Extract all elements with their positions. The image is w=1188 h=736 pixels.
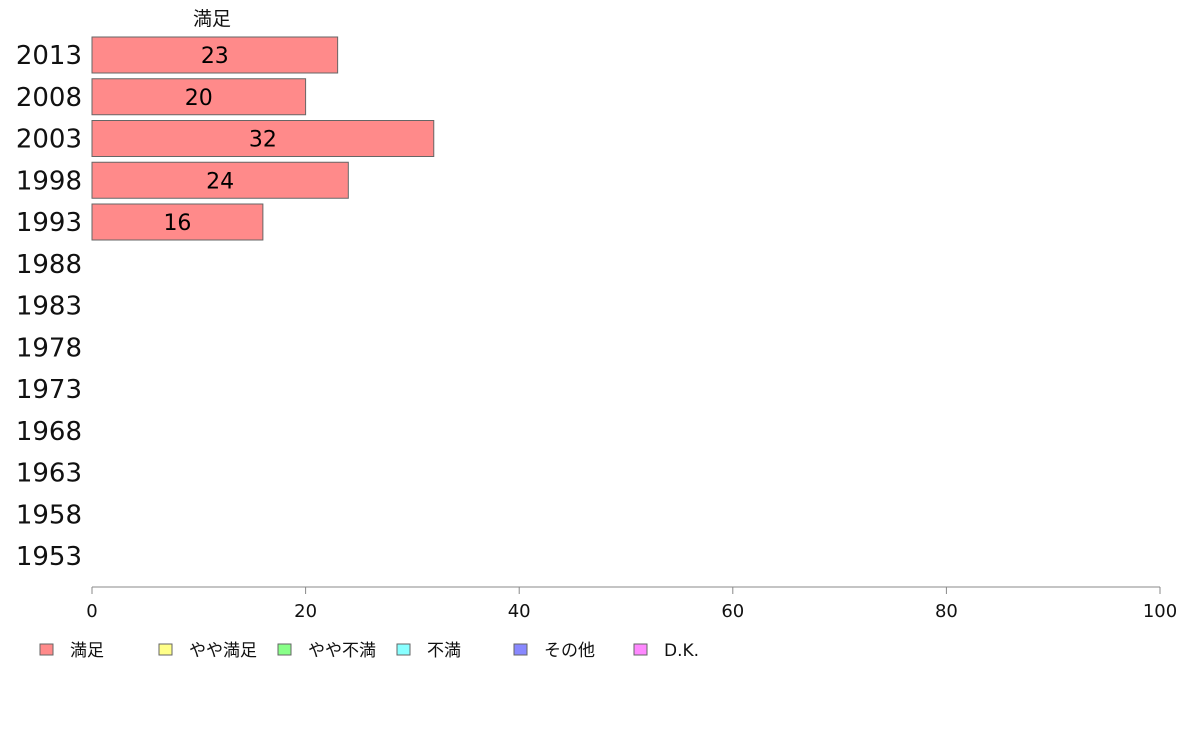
x-tick-label-100: 100 xyxy=(1143,601,1177,622)
year-label-1978: 1978 xyxy=(16,333,82,363)
x-tick-label-80: 80 xyxy=(935,601,958,622)
legend-label-1: やや満足 xyxy=(189,641,257,661)
year-label-2013: 2013 xyxy=(16,41,82,71)
legend-label-5: D.K. xyxy=(664,641,699,661)
series-title: 満足 xyxy=(193,8,231,30)
legend-label-2: やや不満 xyxy=(308,641,376,661)
bar-label-2013: 23 xyxy=(201,44,229,69)
bar-label-2008: 20 xyxy=(185,86,213,111)
legend-swatch-0 xyxy=(39,643,54,656)
x-tick-label-0: 0 xyxy=(86,601,97,622)
year-label-1993: 1993 xyxy=(16,208,82,238)
bar-2008-series-0 xyxy=(91,78,307,116)
x-axis: 0 20 40 60 80 100 xyxy=(86,586,1177,622)
legend-label-4: その他 xyxy=(544,641,595,661)
year-label-1963: 1963 xyxy=(16,459,82,489)
year-label-1953: 1953 xyxy=(16,542,82,572)
legend-swatch-2 xyxy=(277,643,292,656)
legend-swatch-1 xyxy=(158,643,173,656)
legend-label-0: 満足 xyxy=(70,641,104,661)
legend-swatch-3 xyxy=(396,643,411,656)
bars-group: 23 20 32 24 16 xyxy=(91,36,435,241)
bar-label-1998: 24 xyxy=(206,169,234,194)
year-label-1988: 1988 xyxy=(16,250,82,280)
x-tick-label-20: 20 xyxy=(294,601,317,622)
legend: 満足 やや満足 やや不満 不満 その他 D.K. xyxy=(39,641,699,661)
bar-1993-series-0 xyxy=(91,203,264,241)
year-label-2008: 2008 xyxy=(16,83,82,113)
x-tick-label-60: 60 xyxy=(721,601,744,622)
x-tick-label-40: 40 xyxy=(508,601,531,622)
year-label-1998: 1998 xyxy=(16,166,82,196)
year-labels-group: 2013 2008 2003 1998 1993 1988 1983 1978 1973 1968… xyxy=(16,41,82,572)
bar-1998-series-0 xyxy=(91,161,349,199)
bar-label-2003: 32 xyxy=(249,128,277,153)
year-label-1973: 1973 xyxy=(16,375,82,405)
year-label-1958: 1958 xyxy=(16,500,82,530)
legend-label-3: 不満 xyxy=(427,641,461,661)
bar-2003-series-0 xyxy=(91,120,435,157)
year-label-2003: 2003 xyxy=(16,125,82,155)
year-label-1968: 1968 xyxy=(16,417,82,447)
legend-swatch-5 xyxy=(633,643,648,656)
bar-2013-series-0 xyxy=(91,36,339,74)
legend-swatch-4 xyxy=(513,643,528,656)
year-label-1983: 1983 xyxy=(16,292,82,322)
bar-label-1993: 16 xyxy=(163,211,191,236)
